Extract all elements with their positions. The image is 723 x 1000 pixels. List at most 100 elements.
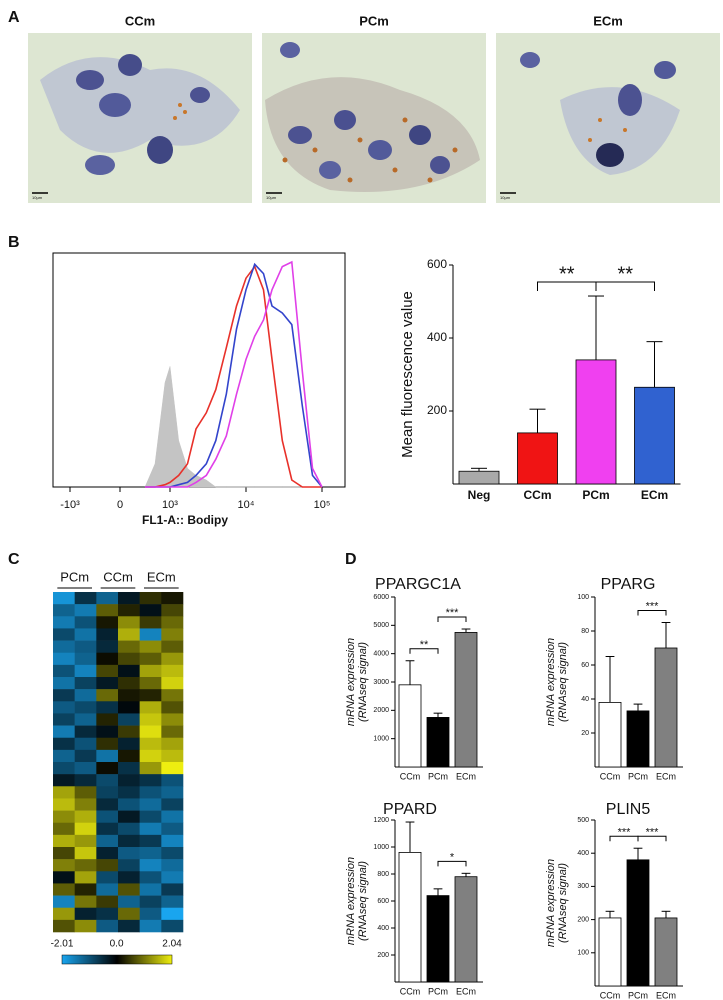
y-tick-label: 1200 [373,817,389,824]
density-curve [145,264,322,488]
y-axis-label: mRNA expression [545,638,557,726]
heatmap-cell [53,798,75,811]
significance-label: *** [646,826,660,838]
panel-label: B [8,234,20,251]
chart-title: PPARGC1A [375,576,461,593]
y-tick-label: 80 [581,628,589,635]
heatmap-cell [74,919,97,933]
heatmap-cell [139,871,162,884]
heatmap-cell [161,604,184,617]
heatmap-cell [139,652,162,666]
significance-label: *** [646,601,660,613]
bar [626,859,650,987]
heatmap-cell [74,822,97,836]
heatmap-cell [161,847,184,860]
heatmap-cell [139,834,162,848]
bar [626,710,650,768]
heatmap-cell [118,810,140,824]
x-axis-label: FL1-A:: Bodipy [142,513,228,527]
heatmap-cell [96,604,119,617]
y-tick-label: 400 [577,850,589,857]
x-tick-label: 10⁵ [314,499,331,511]
bar [454,632,478,768]
heatmap-cell [96,689,119,702]
heatmap-cell [74,713,97,726]
heatmap-cell [96,895,119,909]
heatmap-cell [118,834,140,848]
heatmap-cell [53,725,75,739]
heatmap-cell [139,737,162,751]
heatmap-cell [74,871,97,884]
scale-bar-label: 10µm [500,195,511,200]
heatmap-cell [118,749,140,763]
x-tick-label: CCm [400,771,421,781]
heatmap-cell [53,786,75,799]
heatmap-cell [96,628,119,641]
y-tick-label: 100 [577,950,589,957]
heatmap-cell [96,677,119,690]
heatmap-cell [161,689,184,702]
heatmap-cell [96,701,119,714]
heatmap-cell [96,725,119,739]
bar [654,647,678,768]
heatmap-cell [74,616,97,629]
heatmap-cell [139,798,162,811]
heatmap-cell [96,592,119,605]
x-tick-label: ECm [456,986,476,996]
y-axis-label: (RNAseq signal) [357,642,369,722]
chart-title: PLIN5 [606,801,651,818]
heatmap-cell [53,713,75,726]
y-tick-label: 4000 [373,651,389,658]
bar [517,432,558,485]
y-tick-label: 5000 [373,622,389,629]
x-tick-label: CCm [600,990,621,1000]
y-tick-label: 200 [427,403,447,417]
heatmap-cell [118,798,140,811]
heatmap-cell [139,592,162,605]
significance-bracket [437,616,467,623]
heatmap-cell [118,859,140,872]
heatmap-cell [161,907,184,921]
heatmap-cell [96,664,119,678]
heatmap-cell [161,640,184,654]
heatmap-cell [118,786,140,799]
heatmap-cell [96,640,119,654]
bar [426,717,450,768]
y-axis-label: (RNAseq signal) [357,861,369,941]
heatmap-cell [53,883,75,896]
micrograph-title: ECm [593,13,623,28]
heatmap-cell [53,810,75,824]
heatmap-cell [139,616,162,629]
y-tick-label: 20 [581,730,589,737]
heatmap-cell [118,725,140,739]
heatmap-cell [74,883,97,896]
heatmap-cell [139,895,162,909]
heatmap-cell [74,640,97,654]
heatmap-cell [53,907,75,921]
heatmap-cell [53,834,75,848]
micrograph-title: CCm [125,13,155,28]
heatmap-cell [118,871,140,884]
group-label: ECm [147,569,176,584]
heatmap-cell [53,749,75,763]
x-tick-label: ECm [641,488,668,502]
significance-label: ** [559,263,575,285]
bar [398,852,422,983]
heatmap-cell [161,919,184,933]
heatmap-cell [161,895,184,909]
heatmap-cell [161,677,184,690]
heatmap-cell [161,664,184,678]
y-tick-label: 1000 [373,736,389,743]
chart-title: PPARG [601,576,656,593]
density-curve [144,366,322,488]
heatmap-cell [74,847,97,860]
heatmap-cell [74,762,97,775]
heatmap-cell [53,762,75,775]
significance-bracket [409,648,439,654]
heatmap-cell [96,652,119,666]
heatmap-cell [74,907,97,921]
significance-label: ** [617,263,633,285]
y-axis-label: mRNA expression [545,859,557,947]
significance-label: ** [420,639,429,651]
heatmap-cell [118,592,140,605]
